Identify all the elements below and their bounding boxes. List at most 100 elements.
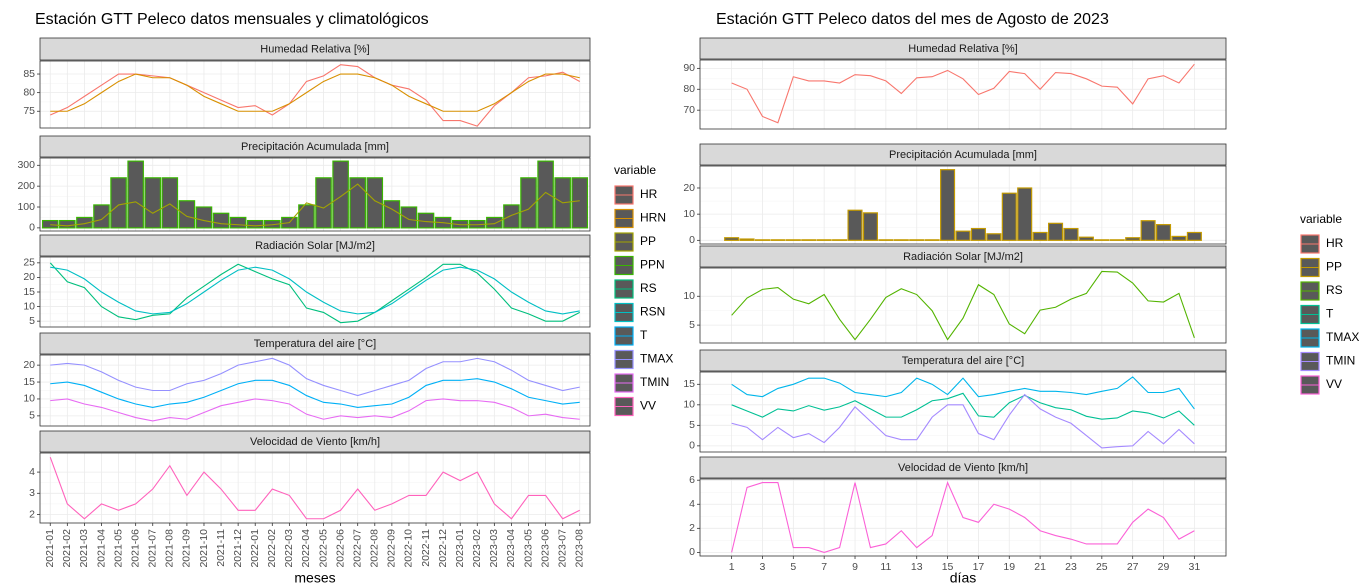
bar [832,239,848,241]
bar [229,216,247,229]
x-tick-label: 2022-05 [317,529,329,568]
strip [699,349,1227,372]
x-tick-label: 2022-06 [334,529,346,568]
x-tick-label: 19 [1003,561,1015,573]
panel-title: Precipitación Acumulada [mm] [889,149,1037,161]
legend-label: PP [640,234,656,248]
y-tick-label: 0 [689,234,695,246]
line [50,266,580,315]
bar [1109,239,1125,241]
x-tick-label: 15 [942,561,954,573]
bar [195,206,213,229]
line [50,357,580,397]
bar [1001,192,1017,241]
bar [1094,239,1110,241]
legend-title: variable [614,163,656,177]
x-tick-label: 2022-12 [437,529,449,568]
strip [699,245,1227,268]
bar [212,212,230,229]
x-tick-label: 2023-01 [454,529,466,568]
y-tick-label: 5 [689,319,695,331]
x-tick-label: 2022-09 [386,529,398,568]
y-tick-label: 100 [17,201,35,213]
x-tick-label: 2023-06 [539,529,551,568]
y-tick-label: 4 [689,498,695,510]
line [50,378,580,408]
figure-title: Estación GTT Peleco datos del mes de Ago… [716,11,1109,28]
bar [955,230,971,241]
x-tick-label: 2022-10 [403,529,415,568]
y-tick-label: 200 [17,180,35,192]
x-tick-label: 7 [821,561,827,573]
bar [1140,220,1156,241]
line [49,457,580,520]
legend-title: variable [1300,212,1342,226]
x-tick-label: 2021-06 [129,529,141,568]
panel-border [39,354,591,427]
x-tick-label: 2021-07 [147,529,159,568]
y-tick-label: 10 [683,290,695,302]
bar [127,160,144,229]
y-tick-label: 300 [17,159,35,171]
panel-title: Velocidad de Viento [km/h] [898,462,1028,474]
y-tick-label: 15 [683,378,695,390]
y-tick-label: 3 [29,487,35,499]
line [731,270,1195,341]
panel-bg [40,61,590,128]
x-tick-label: 2021-09 [181,529,193,568]
bar [1048,222,1064,241]
x-tick-label: 11 [880,561,891,573]
y-tick-label: 10 [23,393,35,405]
legend-label: TMAX [640,352,673,366]
bar [366,177,384,229]
bar [1171,235,1187,241]
x-axis-label: días [950,570,976,586]
legend-label: VV [640,399,656,413]
y-tick-label: 15 [23,286,35,298]
x-tick-label: 3 [760,561,766,573]
strip [39,234,591,257]
panel-title: Temperatura del aire [°C] [902,355,1024,367]
panel-title: Humedad Relativa [%] [908,43,1017,55]
bar [59,219,76,229]
line [731,393,1195,449]
bar [1078,236,1094,241]
x-tick-label: 2021-05 [112,529,124,568]
bar [503,204,520,229]
bar [1186,231,1202,241]
y-tick-label: 15 [23,376,35,388]
legend-label: VV [1326,377,1342,391]
bar [847,209,863,241]
legend-label: HR [640,187,658,201]
x-tick-label: 2023-02 [471,529,483,568]
y-tick-label: 20 [23,271,35,283]
x-tick-label: 25 [1096,561,1108,573]
x-tick-label: 2023-05 [522,529,534,568]
y-tick-label: 4 [29,466,35,478]
bar [315,177,332,229]
x-tick-label: 1 [729,561,735,573]
y-tick-label: 80 [23,86,35,98]
x-tick-label: 2021-03 [78,529,90,568]
strip [39,135,591,158]
y-tick-label: 5 [29,410,35,422]
bar [1017,187,1033,241]
panel-title: Humedad Relativa [%] [260,43,369,55]
y-tick-label: 25 [23,257,35,269]
x-tick-label: 29 [1158,561,1170,573]
line [731,376,1195,410]
legend-label: TMIN [1326,354,1355,368]
x-tick-label: 2022-11 [420,529,432,567]
x-axis-label: meses [294,570,335,586]
bar [724,237,740,241]
panel-border [699,371,1227,453]
bar [970,227,986,241]
x-tick-label: 2021-10 [198,529,210,568]
bar [537,160,554,229]
panel-title: Velocidad de Viento [km/h] [250,436,380,448]
panel-border [39,256,591,328]
legend-label: T [1326,307,1334,321]
bar [1155,224,1172,241]
bar [178,200,196,229]
strip [39,430,591,453]
